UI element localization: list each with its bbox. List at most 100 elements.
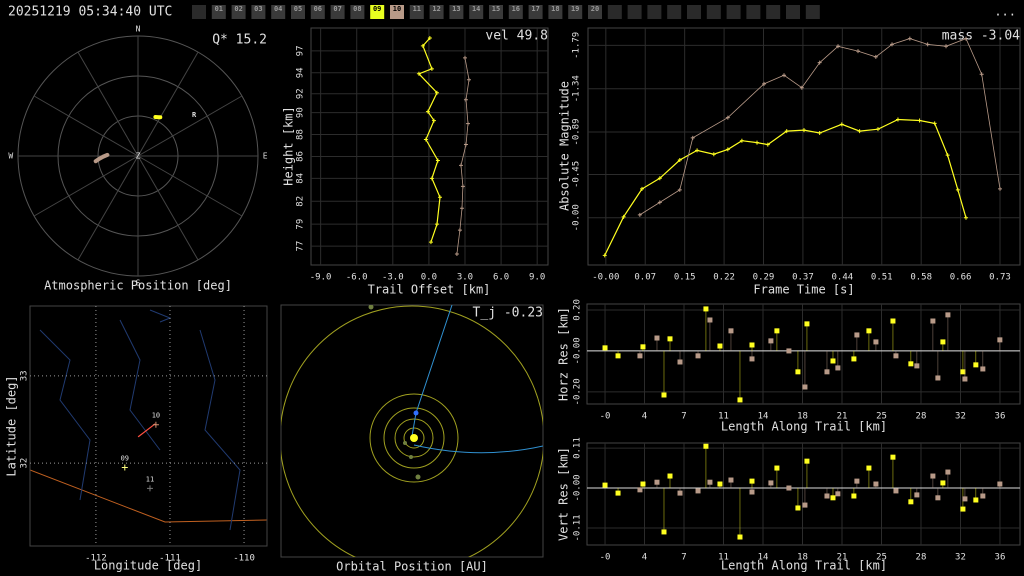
camera-tab-label[interactable]: 08 [353,5,361,13]
camera-tab-label[interactable]: 04 [274,5,282,13]
point-marker [875,127,880,132]
residual-point [602,345,608,351]
camera-tab[interactable] [429,5,444,19]
camera-tab[interactable] [231,5,246,19]
camera-tab-label[interactable]: 07 [333,5,341,13]
station-marker [146,485,153,492]
camera-tab-label[interactable]: 05 [294,5,302,13]
camera-tab[interactable] [528,5,543,19]
residual-point [749,478,755,484]
camera-tab[interactable] [330,5,345,19]
x-tick-label: 32 [955,553,966,563]
y-tick-label: 97 [296,45,306,56]
sun [410,434,418,442]
camera-tab-label[interactable]: 19 [571,5,579,13]
y-tick-label: -1.34 [572,75,582,102]
camera-tab-label[interactable]: 10 [393,5,401,13]
camera-tab-label[interactable]: 15 [492,5,500,13]
residual-point [637,353,643,359]
residual-point [654,335,660,341]
plot-frame [29,305,268,547]
camera-tab[interactable] [489,5,503,19]
x-axis-label: Frame Time [s] [753,283,854,297]
camera-tab-label[interactable]: 01 [215,5,223,13]
camera-tab[interactable] [310,5,325,19]
camera-tab-empty[interactable] [607,5,622,19]
camera-tab-label[interactable]: 13 [452,5,460,13]
camera-tab-empty[interactable] [627,5,642,19]
y-tick-label: 79 [296,219,306,230]
residual-point [997,337,1003,343]
camera-tab[interactable] [568,5,583,19]
camera-tab-empty[interactable] [192,5,206,19]
camera-tab-empty[interactable] [706,5,721,19]
camera-tab[interactable] [370,5,385,19]
camera-tab[interactable] [409,5,424,19]
residual-point [890,454,896,460]
camera-tab-label[interactable]: 18 [551,5,559,13]
camera-tab-empty[interactable] [647,5,662,19]
point-marker [640,186,644,191]
x-tick-label: 4 [642,412,647,422]
x-tick-label: -111 [159,554,181,564]
point-marker [434,90,439,95]
camera-tab-label[interactable]: 02 [234,5,242,13]
camera-tab-empty[interactable] [687,5,701,19]
camera-tab[interactable] [251,5,266,19]
camera-tab[interactable] [469,5,484,19]
point-marker [465,121,470,126]
camera-tab[interactable] [449,5,464,19]
camera-tab-label[interactable]: 16 [512,5,520,13]
residual-point [786,348,792,354]
camera-tab-label[interactable]: 11 [413,5,421,13]
residual-point [786,485,792,491]
camera-tab-empty[interactable] [766,5,781,19]
residual-point [830,495,836,501]
residual-point [945,469,951,475]
series-line [417,37,441,243]
camera-tab-empty[interactable] [726,5,741,19]
menu-button[interactable]: ... [994,5,1016,19]
annotation: Q* 15.2 [212,33,267,48]
x-tick-label: 18 [797,412,808,422]
residual-point [749,342,755,348]
camera-tab-empty[interactable] [805,5,820,19]
camera-tab[interactable] [291,5,305,19]
residual-point [640,344,646,350]
point-marker [895,117,900,122]
camera-tab-label[interactable]: 06 [314,5,322,13]
annotation: vel 49.8 [485,29,548,44]
point-marker [657,200,662,205]
camera-tab[interactable] [548,5,563,19]
y-axis-label: Vert Res [km] [557,447,571,541]
camera-tab-label[interactable]: 09 [373,5,381,13]
camera-tab[interactable] [350,5,365,19]
x-axis-label: Length Along Trail [km] [721,559,887,573]
x-axis-label: Longitude [deg] [94,559,202,573]
camera-tab-label[interactable]: 03 [254,5,262,13]
point-marker [979,72,984,77]
x-tick-label: 4 [642,553,647,563]
camera-tab[interactable] [588,5,602,19]
point-marker [890,42,895,47]
camera-tab-label[interactable]: 20 [591,5,599,13]
camera-tab-empty[interactable] [746,5,761,19]
camera-tab-label[interactable]: 17 [531,5,539,13]
point-marker [602,253,607,258]
camera-tab[interactable] [390,5,404,19]
point-marker [427,35,432,40]
camera-tab[interactable] [211,5,226,19]
panel-title: Atmospheric Position [deg] [44,279,232,293]
x-tick-label: 9.0 [529,273,545,283]
x-tick-label: 0.73 [989,273,1011,283]
camera-tab-label[interactable]: 14 [472,5,480,13]
camera-tab[interactable] [508,5,523,19]
camera-tab-empty[interactable] [667,5,682,19]
residual-point [914,492,920,498]
camera-tab[interactable] [271,5,286,19]
x-tick-label: 28 [916,412,927,422]
camera-tab-empty[interactable] [786,5,800,19]
camera-tab-label[interactable]: 12 [432,5,440,13]
polar-spoke [77,51,139,157]
point-marker [462,55,467,60]
